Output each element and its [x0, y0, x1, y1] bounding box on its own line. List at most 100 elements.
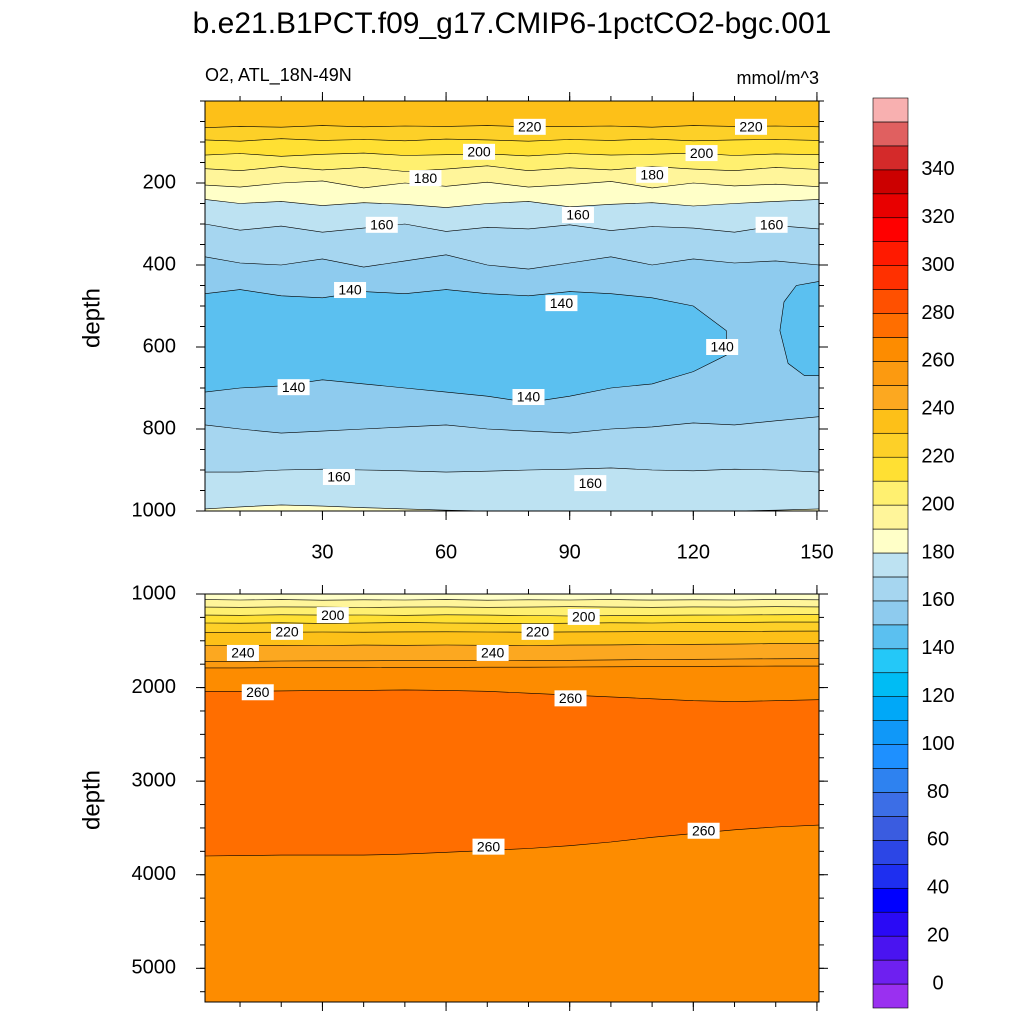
y-tick-label: 600	[143, 335, 176, 357]
y-tick-label: 400	[143, 253, 176, 275]
contour-label-bg	[706, 339, 739, 355]
contour-line	[205, 199, 819, 208]
x-tick-label: 30	[311, 541, 333, 563]
x-tick-label: 150	[800, 541, 833, 563]
colorbar-box	[872, 265, 909, 290]
colorbar-box	[872, 217, 909, 242]
x-tick-label: 120	[677, 541, 710, 563]
contour-label-bg	[687, 822, 720, 839]
contour-line	[205, 223, 819, 233]
colorbar-box	[872, 385, 909, 410]
contour-label-bg	[476, 644, 509, 661]
plot-area: 200 200 220 220 240 240 260 260 260 260	[205, 594, 819, 1002]
contour-label: 200	[321, 607, 345, 623]
contour-label-bg	[241, 684, 274, 701]
contour-label: 260	[477, 838, 501, 854]
colorbar-box	[872, 624, 909, 650]
colorbar-label: 220	[921, 445, 954, 467]
contour-line	[205, 416, 819, 434]
colorbar-box	[872, 456, 909, 482]
contour-label: 220	[518, 119, 542, 135]
contour-line	[205, 689, 819, 702]
contour-label-bg	[521, 623, 554, 640]
plot-area: 220 220 200 200 180 180 160 160 160 140 140 140 140 1…	[205, 101, 819, 511]
contour-line	[205, 614, 819, 617]
contour-line	[205, 621, 819, 624]
contour-label: 140	[338, 282, 362, 298]
panel-frame	[204, 593, 820, 1003]
contour-label-bg	[554, 690, 587, 707]
contour-line	[205, 254, 819, 270]
contour-line	[779, 281, 819, 377]
contour-line	[205, 125, 819, 128]
contour-label: 260	[246, 684, 270, 700]
colorbar-box	[872, 959, 909, 985]
colorbar-box	[872, 600, 909, 626]
contour-line	[205, 665, 819, 669]
contour-label-bg	[574, 475, 607, 492]
colorbar-box	[872, 887, 909, 913]
contour-label: 180	[414, 170, 438, 186]
colorbar-box	[872, 696, 909, 721]
colorbar-box	[872, 361, 909, 386]
colorbar-box	[872, 816, 909, 841]
contour-label: 160	[566, 207, 590, 223]
contour-label: 200	[467, 144, 491, 160]
contour-label-bg	[463, 143, 496, 160]
contour-label-bg	[277, 379, 310, 396]
y-tick-label: 2000	[132, 676, 177, 698]
contour-band	[779, 281, 819, 376]
colorbar-label: 60	[927, 829, 949, 851]
contour-line	[205, 289, 727, 403]
y-tick-label: 1000	[132, 499, 177, 521]
colorbar-box	[872, 480, 909, 506]
contour-line	[205, 138, 819, 142]
contour-label: 160	[327, 469, 351, 485]
contour-label: 160	[760, 217, 784, 233]
colorbar-label: 0	[932, 972, 943, 994]
contour-line	[205, 606, 819, 608]
y-tick-label: 800	[143, 417, 176, 439]
contour-label: 160	[370, 217, 394, 233]
colorbar-label: 40	[927, 877, 949, 899]
contour-label: 220	[526, 624, 550, 640]
colorbar-box	[872, 935, 909, 961]
colorbar-label: 320	[921, 206, 954, 228]
colorbar-box	[872, 792, 909, 817]
colorbar-label: 140	[921, 637, 954, 659]
colorbar-box	[872, 528, 909, 554]
colorbar-box	[872, 744, 909, 769]
contour-label-bg	[226, 644, 259, 661]
contour-label: 260	[559, 690, 583, 706]
subtitle-left: O2, ATL_18N-49N	[205, 65, 352, 86]
colorbar-label: 240	[921, 398, 954, 420]
subtitle-right: mmol/m^3	[737, 68, 819, 88]
contour-label: 200	[572, 609, 596, 625]
colorbar-box	[872, 289, 909, 314]
colorbar-box	[872, 145, 909, 171]
colorbar-label: 260	[921, 350, 954, 372]
contour-label: 140	[517, 389, 541, 405]
colorbar-box	[872, 121, 909, 147]
contour-label-bg	[755, 216, 788, 233]
y-tick-label: 1000	[132, 582, 177, 604]
colorbar-label: 160	[921, 589, 954, 611]
y-axis-label: depth	[78, 288, 105, 348]
colorbar-label: 200	[921, 493, 954, 515]
colorbar-box	[872, 911, 909, 937]
y-tick-label: 5000	[132, 957, 177, 979]
contour-label: 140	[710, 339, 734, 355]
colorbar-box	[872, 840, 909, 865]
contour-label-bg	[636, 166, 669, 183]
colorbar-label: 300	[921, 254, 954, 276]
colorbar-label: 20	[927, 924, 949, 946]
colorbar-box	[872, 193, 909, 219]
colorbar-box	[872, 241, 909, 266]
contour-label: 160	[579, 475, 603, 491]
contour-label: 140	[282, 379, 306, 395]
contour-label: 260	[692, 822, 716, 838]
colorbar-label: 120	[921, 685, 954, 707]
contour-line	[205, 599, 819, 601]
contour-band	[205, 467, 819, 511]
